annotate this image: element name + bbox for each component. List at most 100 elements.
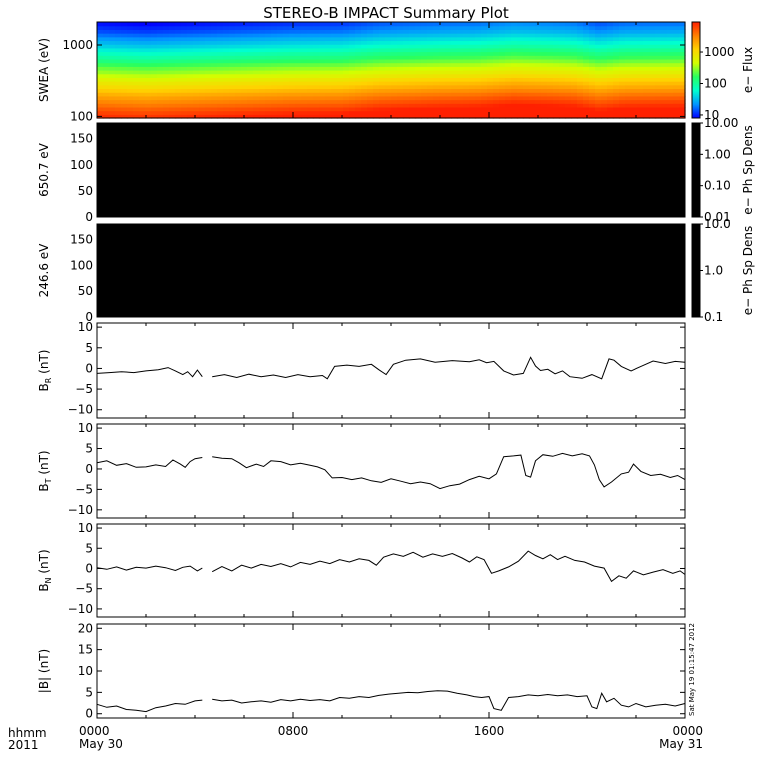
swea-cell [289,51,296,56]
swea-cell [535,44,542,49]
swea-cell [655,110,662,115]
swea-cell [547,44,554,49]
swea-cell [235,110,242,115]
y-tick-label: 10 [78,421,93,435]
swea-cell [319,84,326,90]
swea-cell [133,73,140,78]
swea-cell [157,22,164,27]
swea-cell [97,55,104,60]
swea-cell [157,95,164,101]
swea-cell [115,66,122,71]
swea-cell [319,73,326,78]
swea-cell [649,103,656,108]
swea-cell [169,81,176,86]
swea-cell [247,77,254,82]
swea-cell [181,81,188,86]
swea-cell [127,88,134,93]
swea-cell [331,70,338,75]
swea-cell [169,40,176,45]
swea-cell [559,106,566,112]
swea-cell [649,62,656,67]
swea-cell [649,84,656,90]
swea-cell [583,51,590,56]
swea-cell [169,95,176,101]
swea-cell [115,92,122,97]
swea-cell [331,40,338,45]
swea-cell [217,36,224,42]
swea-cell [577,88,584,93]
swea-cell [475,29,482,34]
swea-cell [643,40,650,45]
swea-cell [325,33,332,38]
swea-cell [661,77,668,82]
swea-cell [367,99,374,104]
swea-cell [517,81,524,86]
swea-cell [517,88,524,93]
swea-cell [457,44,464,49]
swea-cell [313,95,320,101]
swea-cell [205,66,212,71]
swea-cell [613,58,620,64]
swea-cell [283,29,290,34]
swea-cell [397,103,404,108]
swea-cell [421,22,428,27]
swea-cell [619,103,626,108]
swea-cell [355,103,362,108]
swea-cell [427,66,434,71]
swea-cell [391,51,398,56]
swea-cell [103,95,110,101]
swea-cell [445,70,452,75]
swea-cell [589,73,596,78]
swea-cell [97,36,104,42]
swea-cell [391,47,398,53]
swea-cell [247,103,254,108]
swea-cell [469,51,476,56]
swea-cell [289,58,296,64]
swea-cell [139,47,146,53]
swea-cell [121,51,128,56]
swea-cell [589,44,596,49]
swea-cell [121,99,128,104]
swea-cell [409,47,416,53]
swea-cell [655,88,662,93]
swea-cell [193,84,200,90]
swea-cell [211,99,218,104]
swea-cell [445,73,452,78]
swea-cell [613,51,620,56]
swea-cell [133,114,140,119]
swea-cell [571,22,578,27]
swea-cell [391,70,398,75]
swea-cell [523,40,530,45]
swea-cell [289,77,296,82]
swea-cell [235,84,242,90]
swea-cell [187,84,194,90]
swea-cell [205,58,212,64]
swea-cell [595,73,602,78]
swea-cell [499,47,506,53]
swea-cell [163,29,170,34]
swea-cell [583,58,590,64]
swea-cell [559,51,566,56]
swea-cell [427,114,434,119]
swea-cell [175,103,182,108]
swea-cell [265,77,272,82]
swea-cell [511,44,518,49]
swea-cell [331,73,338,78]
swea-cell [229,99,236,104]
swea-cell [235,29,242,34]
swea-cell [535,51,542,56]
swea-cell [145,22,152,27]
swea-cell [541,106,548,112]
swea-cell [157,44,164,49]
swea-cell [601,92,608,97]
swea-cell [595,40,602,45]
swea-cell [487,106,494,112]
swea-cell [115,36,122,42]
swea-cell [415,44,422,49]
swea-cell [511,73,518,78]
swea-cell [619,73,626,78]
swea-cell [583,40,590,45]
swea-cell [457,29,464,34]
swea-cell [223,58,230,64]
